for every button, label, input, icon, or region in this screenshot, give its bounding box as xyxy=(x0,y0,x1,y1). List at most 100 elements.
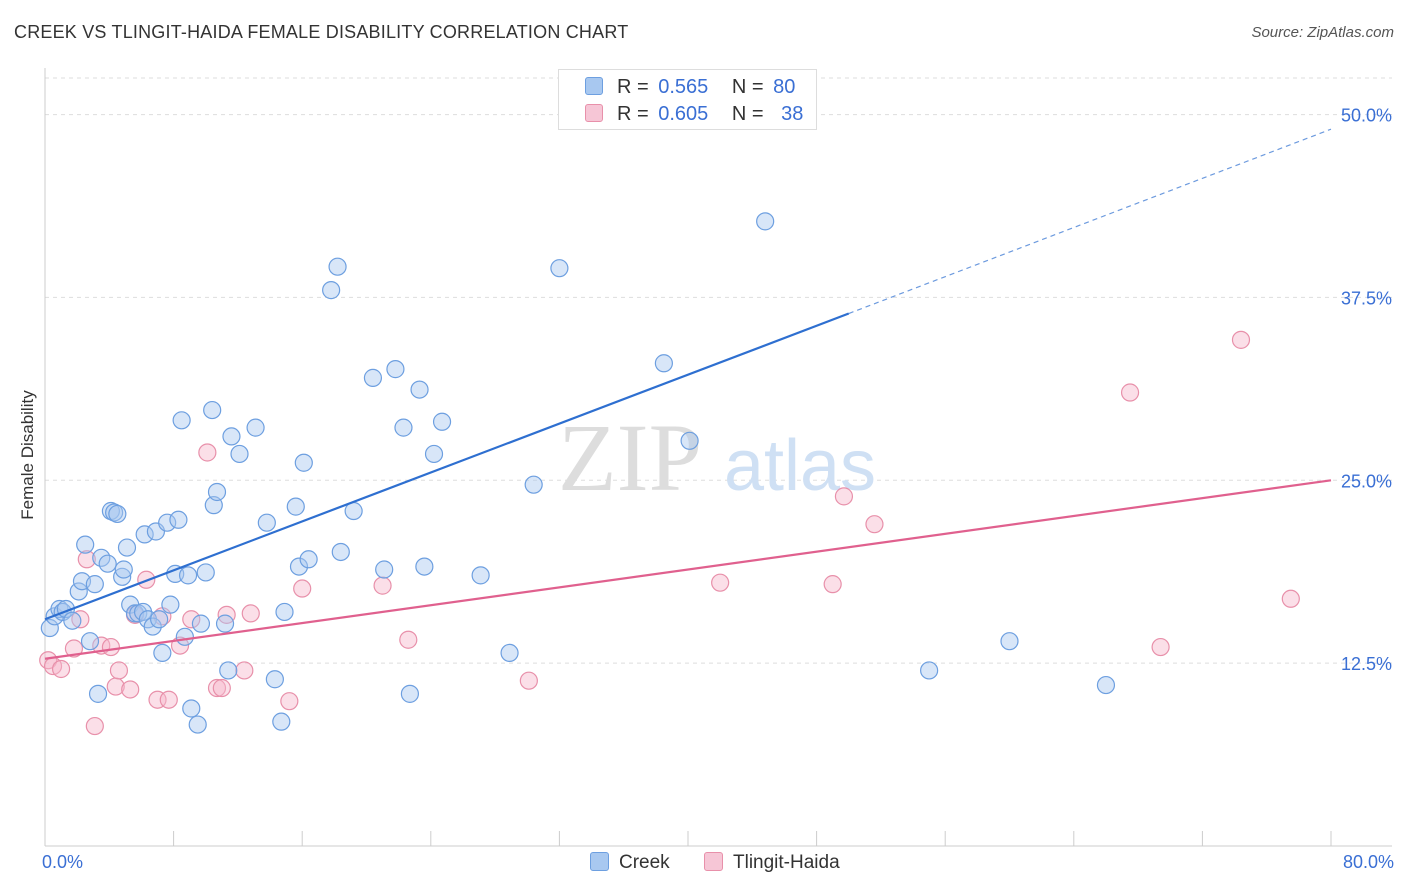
tlingit-n-label: N = xyxy=(731,103,764,125)
tlingit-point-16 xyxy=(159,690,178,709)
creek-point-18 xyxy=(114,560,133,579)
tlingit-point-34 xyxy=(1151,637,1170,657)
tlingit-point-28 xyxy=(399,630,418,649)
creek-point-59 xyxy=(331,542,350,562)
creek-point-64 xyxy=(394,418,413,437)
creek-point-55 xyxy=(294,453,313,472)
bottom-legend-tlingit: Tlingit-Haida xyxy=(704,852,840,874)
tlingit-swatch xyxy=(585,104,603,122)
creek-point-41 xyxy=(203,400,222,420)
creek-point-76 xyxy=(756,212,775,231)
creek-point-58 xyxy=(328,257,347,276)
creek-point-47 xyxy=(230,444,249,464)
creek-point-78 xyxy=(1000,632,1019,651)
creek-point-50 xyxy=(265,670,284,689)
creek-n-value: 80 xyxy=(773,76,796,98)
creek-point-31 xyxy=(161,595,180,614)
creek-point-70 xyxy=(471,566,490,585)
bottom-tlingit-label: Tlingit-Haida xyxy=(733,852,840,873)
bottom-creek-swatch xyxy=(590,852,609,871)
creek-point-33 xyxy=(169,510,188,529)
chart-title: CREEK VS TLINGIT-HAIDA FEMALE DISABILITY… xyxy=(14,22,629,42)
tlingit-point-25 xyxy=(280,692,299,711)
creek-point-68 xyxy=(424,444,444,464)
y-tick-labels: 12.5% 25.0% 37.5% 50.0% xyxy=(1341,106,1392,675)
tlingit-points xyxy=(39,330,1300,736)
creek-point-37 xyxy=(182,699,201,718)
source-label: Source: ZipAtlas.com xyxy=(1251,24,1394,41)
tlingit-point-5 xyxy=(77,550,96,569)
tlingit-point-35 xyxy=(1231,330,1251,349)
creek-swatch xyxy=(585,77,603,95)
trend-lines xyxy=(44,128,1332,660)
creek-point-0 xyxy=(40,618,59,638)
creek-r-label: R = xyxy=(617,76,649,98)
y-tick-label-3: 50.0% xyxy=(1341,106,1392,126)
creek-point-10 xyxy=(85,575,104,594)
creek-trend-line xyxy=(44,312,850,621)
correlation-legend: R = 0.565 N = 80 R = 0.605 N = 38 xyxy=(558,69,817,130)
creek-point-6 xyxy=(69,582,88,601)
tlingit-point-0 xyxy=(39,651,58,670)
creek-point-44 xyxy=(215,614,235,633)
tlingit-point-24 xyxy=(241,604,260,623)
y-tick-label-1: 25.0% xyxy=(1341,471,1392,491)
tlingit-point-21 xyxy=(212,678,231,698)
creek-r-value: 0.565 xyxy=(658,76,709,98)
x-axis-min-label: 0.0% xyxy=(42,852,84,872)
creek-n-label: N = xyxy=(731,76,764,98)
tlingit-point-29 xyxy=(519,671,538,690)
y-tick-label-2: 37.5% xyxy=(1341,288,1392,308)
creek-point-52 xyxy=(275,602,294,622)
creek-point-5 xyxy=(63,611,82,630)
tlingit-point-2 xyxy=(51,659,71,679)
tlingit-point-32 xyxy=(865,515,884,534)
y-tick-label-0: 12.5% xyxy=(1341,654,1392,674)
x-axis-max-label: 80.0% xyxy=(1342,852,1394,872)
tlingit-trend-line xyxy=(44,479,1332,660)
creek-point-66 xyxy=(410,380,429,399)
creek-point-38 xyxy=(188,715,207,734)
creek-point-75 xyxy=(680,431,699,450)
tlingit-point-11 xyxy=(121,680,140,699)
creek-point-13 xyxy=(98,554,117,573)
creek-trend-extension xyxy=(848,128,1332,315)
tlingit-point-36 xyxy=(1281,589,1300,608)
creek-point-35 xyxy=(175,627,194,646)
creek-point-67 xyxy=(415,557,434,576)
creek-point-36 xyxy=(178,566,198,585)
creek-point-56 xyxy=(299,550,318,569)
tlingit-point-37 xyxy=(711,573,730,592)
creek-point-79 xyxy=(1096,675,1116,695)
tlingit-r-value: 0.605 xyxy=(658,103,709,125)
creek-point-39 xyxy=(191,614,211,633)
creek-point-34 xyxy=(172,411,191,430)
creek-point-29 xyxy=(153,643,172,663)
creek-point-26 xyxy=(143,617,162,636)
bottom-legend-creek: Creek xyxy=(590,852,670,874)
creek-point-46 xyxy=(222,427,241,446)
creek-point-43 xyxy=(207,482,227,502)
creek-point-48 xyxy=(246,418,265,437)
watermark: ZIP atlas xyxy=(558,404,876,511)
creek-point-51 xyxy=(272,712,291,731)
creek-point-40 xyxy=(196,563,215,582)
tlingit-point-26 xyxy=(293,579,312,598)
tlingit-point-23 xyxy=(235,661,254,680)
creek-point-54 xyxy=(289,557,309,576)
creek-point-8 xyxy=(76,535,95,554)
creek-point-30 xyxy=(158,513,177,532)
creek-point-19 xyxy=(117,538,137,557)
tlingit-point-6 xyxy=(85,716,104,736)
bottom-creek-label: Creek xyxy=(619,852,670,873)
creek-point-24 xyxy=(135,525,154,544)
tlingit-r-label: R = xyxy=(617,103,649,125)
creek-point-45 xyxy=(219,661,238,680)
bottom-tlingit-swatch xyxy=(704,852,723,871)
creek-point-53 xyxy=(286,497,305,516)
creek-point-28 xyxy=(150,610,169,629)
creek-point-71 xyxy=(500,643,519,663)
creek-point-62 xyxy=(375,560,394,579)
tlingit-n-value: 38 xyxy=(781,103,804,125)
